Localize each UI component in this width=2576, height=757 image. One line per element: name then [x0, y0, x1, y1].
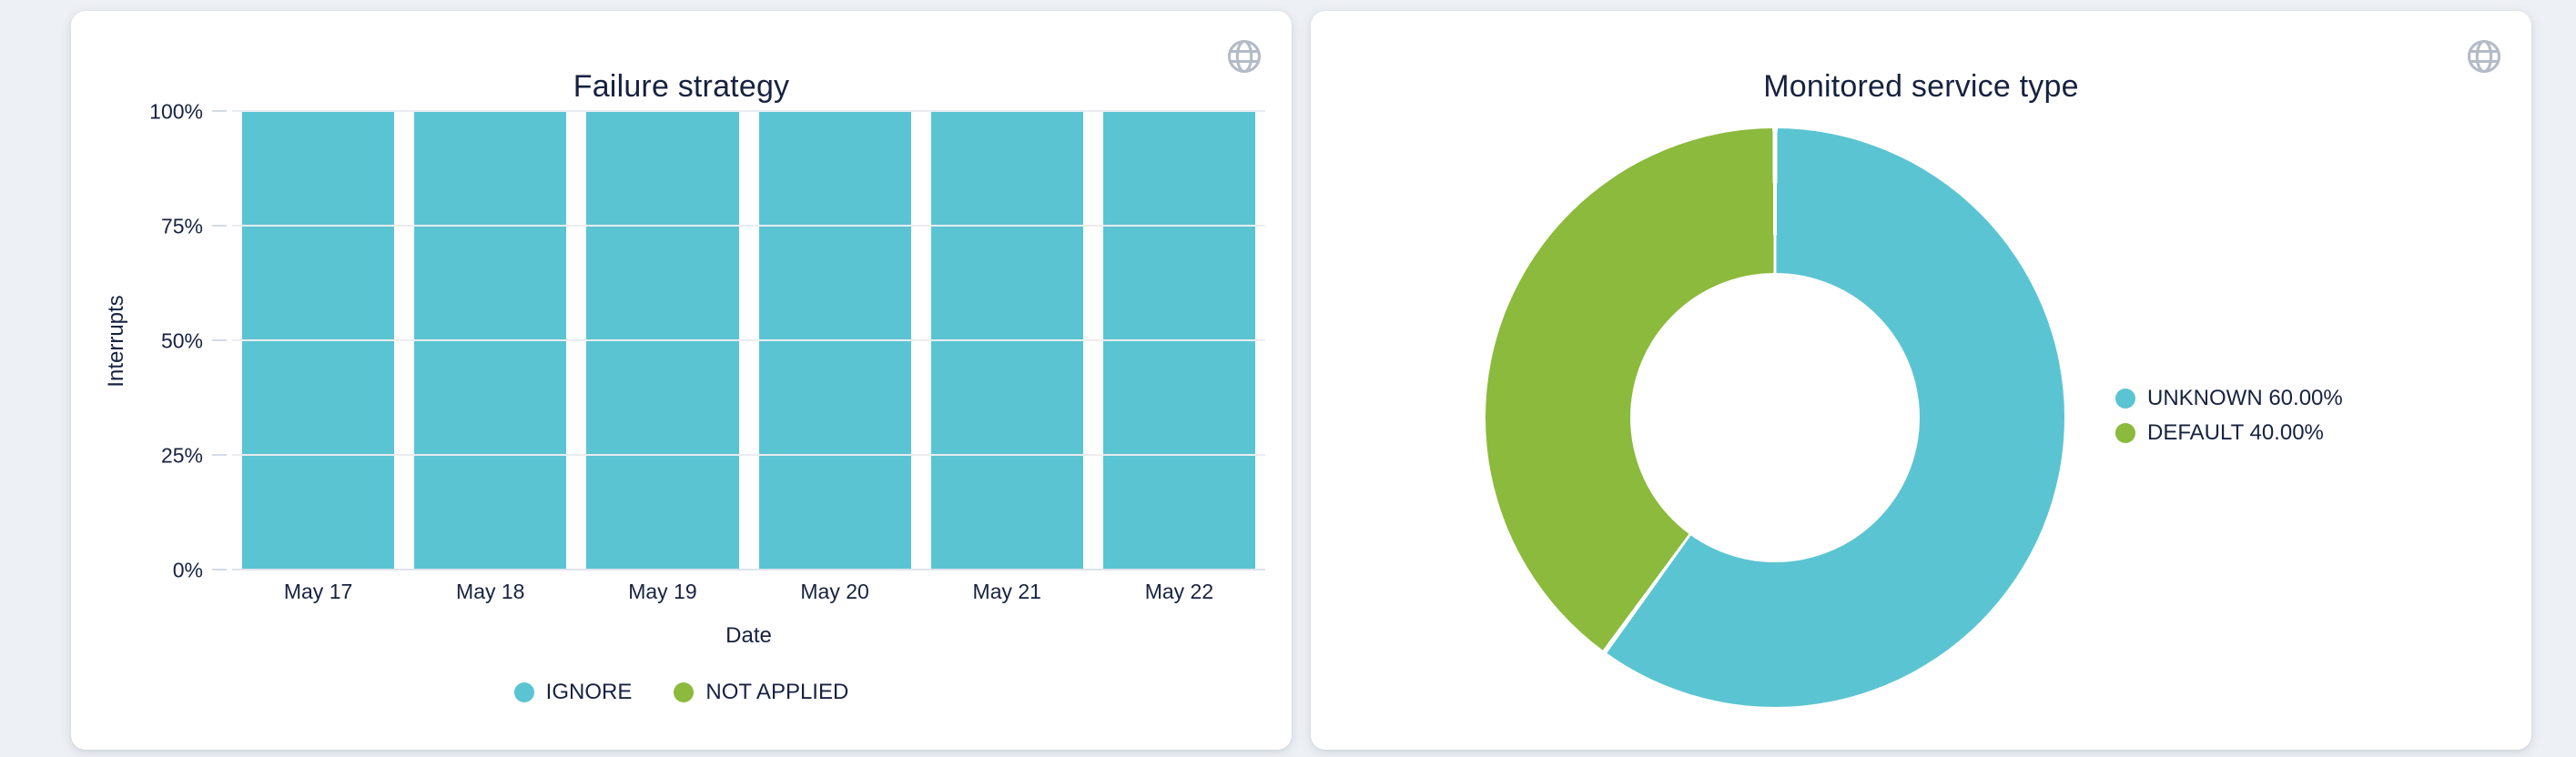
monitored-service-type-card: Monitored service type UNKNOWN 60.00% DEF…: [1311, 11, 2531, 750]
y-tick-label: 100%: [149, 99, 203, 124]
gridline: [232, 339, 1265, 341]
legend-label: DEFAULT 40.00%: [2147, 420, 2324, 445]
y-tick-mark: [212, 454, 227, 456]
donut-hole: [1630, 273, 1920, 562]
legend-label: IGNORE: [545, 680, 633, 704]
globe-button[interactable]: [2464, 36, 2504, 76]
legend-swatch: [513, 682, 534, 702]
x-tick-label: May 22: [1144, 580, 1214, 603]
y-tick-label: 50%: [160, 328, 203, 353]
bar-ignore[interactable]: [930, 112, 1083, 570]
legend-swatch: [674, 682, 695, 702]
y-tick-mark: [212, 569, 227, 570]
x-tick-label: May 17: [283, 580, 353, 603]
y-axis-label: Interrupts: [104, 295, 128, 388]
x-tick-label: May 21: [972, 580, 1041, 603]
y-tick-mark: [212, 225, 227, 227]
bar-ignore[interactable]: [586, 112, 739, 570]
bar-plot-area: May 17 May 18 May 19 May 20 May 21 May 22 Dat…: [149, 100, 1265, 648]
bar-ignore[interactable]: [242, 112, 395, 570]
x-tick-label: May 18: [456, 580, 525, 603]
bar-slot: [930, 112, 1083, 570]
legend-item-default[interactable]: DEFAULT 40.00%: [2115, 416, 2343, 450]
x-tick-row: May 17 May 18 May 19 May 20 May 21 May 22: [232, 580, 1265, 604]
legend-item-unknown[interactable]: UNKNOWN 60.00%: [2115, 381, 2343, 416]
legend-swatch: [2115, 389, 2135, 409]
y-tick-label: 25%: [160, 443, 203, 468]
gridline: [232, 110, 1265, 112]
gridline: [232, 454, 1265, 456]
legend-label: NOT APPLIED: [705, 680, 849, 704]
bar-chart-legend: IGNORE NOT APPLIED: [71, 679, 1292, 706]
bar-slot: [242, 112, 395, 570]
legend-item-ignore[interactable]: IGNORE: [513, 680, 633, 705]
y-tick-mark: [212, 339, 227, 341]
bar-slot: [1102, 112, 1256, 570]
bar-slot: [586, 112, 739, 570]
x-axis-line: [232, 569, 1265, 570]
donut-legend: UNKNOWN 60.00% DEFAULT 40.00%: [2115, 381, 2343, 450]
y-tick-label: 0%: [172, 558, 203, 582]
bar-slot: [758, 112, 911, 570]
chart-title: Failure strategy: [573, 69, 790, 105]
legend-label: UNKNOWN 60.00%: [2147, 386, 2343, 410]
legend-item-not-applied[interactable]: NOT APPLIED: [674, 680, 848, 705]
chart-title: Monitored service type: [1763, 69, 2079, 105]
x-axis-label: Date: [725, 623, 772, 648]
globe-button[interactable]: [1224, 36, 1264, 76]
legend-swatch: [2115, 423, 2135, 443]
bar-slot: [414, 112, 567, 570]
y-tick-mark: [212, 110, 227, 112]
globe-icon: [2464, 36, 2504, 76]
failure-strategy-card: Failure strategy Interrupts May 17 May 18…: [71, 11, 1292, 750]
globe-icon: [1224, 36, 1264, 76]
bar-ignore[interactable]: [758, 112, 911, 570]
bar-ignore[interactable]: [414, 112, 567, 570]
bars: [232, 112, 1265, 570]
gridline: [232, 225, 1265, 227]
x-tick-label: May 19: [628, 580, 697, 603]
y-tick-label: 75%: [160, 214, 203, 238]
x-tick-label: May 20: [800, 580, 869, 603]
bar-ignore[interactable]: [1102, 112, 1256, 570]
